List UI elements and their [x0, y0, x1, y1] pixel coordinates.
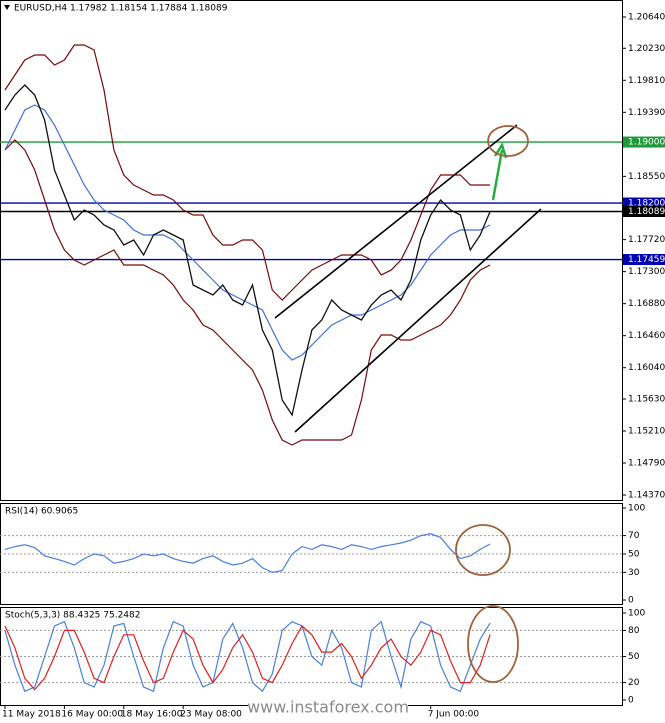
highlight-circle — [487, 125, 529, 157]
level-label-box — [623, 254, 665, 266]
y-tick-label: 100 — [628, 504, 645, 514]
panel-frame — [0, 0, 623, 501]
panel-title: EURUSD,H4 1.17982 1.18154 1.17884 1.1808… — [14, 4, 228, 14]
highlight-circle — [455, 524, 511, 576]
level-label: 1.19000 — [628, 138, 665, 148]
x-tick-label: 7 Jun 00:00 — [428, 710, 480, 720]
y-tick-label: 0 — [628, 596, 634, 606]
x-tick-label: 16 May 00:00 — [61, 710, 123, 720]
channel-line — [294, 208, 542, 433]
y-tick-label: 1.16880 — [628, 299, 665, 309]
y-tick-label: 30 — [628, 568, 640, 578]
level-label-box — [623, 136, 665, 148]
series-line — [4, 44, 491, 301]
y-tick-label: 20 — [628, 678, 640, 688]
series-line — [4, 533, 491, 574]
series-line — [4, 139, 491, 446]
y-tick-label: 70 — [628, 531, 640, 541]
annotations: www.instaforex.com — [247, 124, 542, 719]
series-line — [4, 84, 491, 417]
level-label-box — [623, 205, 665, 217]
level-label: 1.18200 — [628, 199, 665, 209]
series-line — [4, 620, 491, 693]
x-tick-label: 18 May 16:00 — [121, 710, 183, 720]
y-tick-label: 1.16460 — [628, 331, 665, 341]
watermark-box — [248, 697, 408, 719]
level-label: 1.17459 — [628, 255, 665, 265]
watermark: www.instaforex.com — [247, 698, 409, 717]
y-tick-label: 1.20640 — [628, 13, 665, 23]
y-tick-label: 50 — [628, 550, 640, 560]
y-tick-label: 1.20230 — [628, 44, 665, 54]
y-tick-label: 0 — [628, 696, 634, 706]
arrow-head — [493, 142, 508, 159]
channel-line — [274, 124, 518, 319]
panel-title: RSI(14) 60.9065 — [5, 507, 78, 517]
arrow — [491, 149, 504, 201]
y-tick-label: 1.17300 — [628, 267, 665, 277]
y-tick-label: 1.15630 — [628, 394, 665, 404]
y-tick-label: 80 — [628, 626, 640, 636]
highlight-circle — [467, 605, 519, 683]
y-tick-label: 1.15210 — [628, 427, 665, 437]
y-tick-label: 1.19390 — [628, 108, 665, 118]
x-tick-label: 23 May 08:00 — [180, 710, 242, 720]
symbol-icon — [4, 5, 10, 10]
x-tick-label: 11 May 2018 — [2, 710, 61, 720]
y-tick-label: 50 — [628, 652, 640, 662]
series-line — [4, 625, 491, 691]
y-tick-label: 1.14790 — [628, 459, 665, 469]
y-tick-label: 1.17720 — [628, 235, 665, 245]
series-line — [4, 104, 491, 361]
y-tick-label: 1.16040 — [628, 363, 665, 373]
y-tick-label: 1.14370 — [628, 491, 665, 501]
y-tick-label: 100 — [628, 609, 645, 619]
y-tick-label: 1.18550 — [628, 172, 665, 182]
level-label: 1.18089 — [628, 207, 665, 217]
level-label-box — [623, 197, 665, 209]
panel-title: Stoch(5,3,3) 88.4325 75.2482 — [5, 611, 140, 621]
y-tick-label: 1.19810 — [628, 76, 665, 86]
